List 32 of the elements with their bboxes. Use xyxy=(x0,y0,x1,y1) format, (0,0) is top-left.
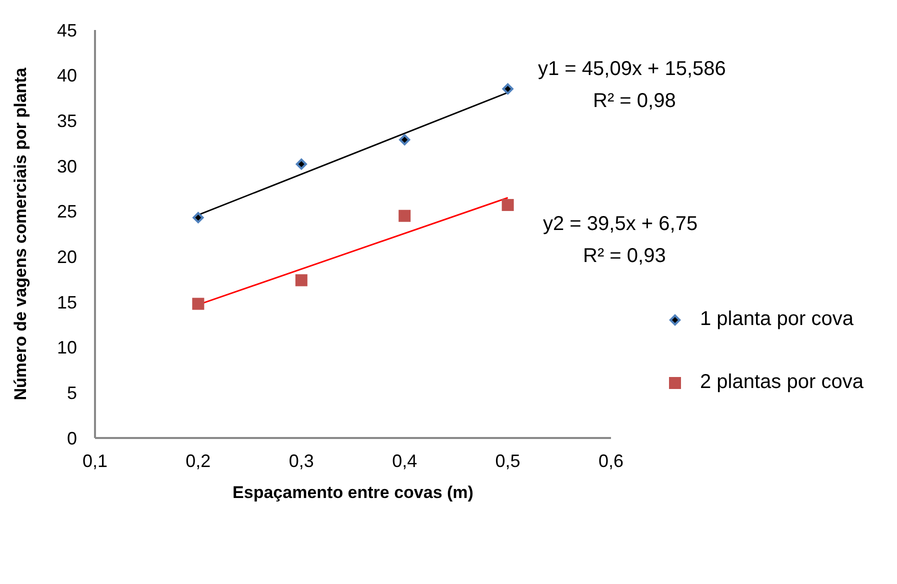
x-tick-label: 0,3 xyxy=(288,450,314,471)
annotation: R² = 0,98 xyxy=(593,90,676,113)
y-tick-label: 10 xyxy=(56,338,77,358)
point xyxy=(502,82,514,95)
point xyxy=(192,298,204,310)
point xyxy=(295,158,308,170)
y-tick-label: 25 xyxy=(56,202,77,222)
y-tick-label: 45 xyxy=(56,20,77,40)
x-tick-label: 0,4 xyxy=(392,450,418,471)
annotation: R² = 0,93 xyxy=(583,245,666,268)
x-tick-label: 0,5 xyxy=(495,450,520,471)
y-tick-label: 35 xyxy=(56,111,77,132)
legend-label: 1 planta por cova xyxy=(700,308,854,331)
y-tick-label: 30 xyxy=(56,156,77,176)
annotation: y1 = 45,09x + 15,586 xyxy=(538,58,726,81)
x-tick-label: 0,2 xyxy=(186,450,211,471)
y-tick-label: 5 xyxy=(66,383,77,404)
x-axis-title: Espaçamento entre covas (m) xyxy=(232,483,474,502)
point xyxy=(398,134,411,146)
point xyxy=(192,212,204,224)
y-tick-label: 15 xyxy=(56,292,77,312)
legend-label: 2 plantas por cova xyxy=(700,371,864,394)
y-tick-label: 40 xyxy=(56,66,77,86)
y-tick-label: 0 xyxy=(66,428,77,448)
x-tick-label: 0,6 xyxy=(598,450,624,471)
x-tick-label: 0,1 xyxy=(82,450,108,471)
y-tick-label: 20 xyxy=(56,247,77,268)
point xyxy=(502,198,514,211)
y-axis-title: Número de vagens comerciais por planta xyxy=(11,67,30,400)
point xyxy=(295,274,308,286)
annotation: y2 = 39,5x + 6,75 xyxy=(543,213,698,236)
point xyxy=(398,210,411,222)
